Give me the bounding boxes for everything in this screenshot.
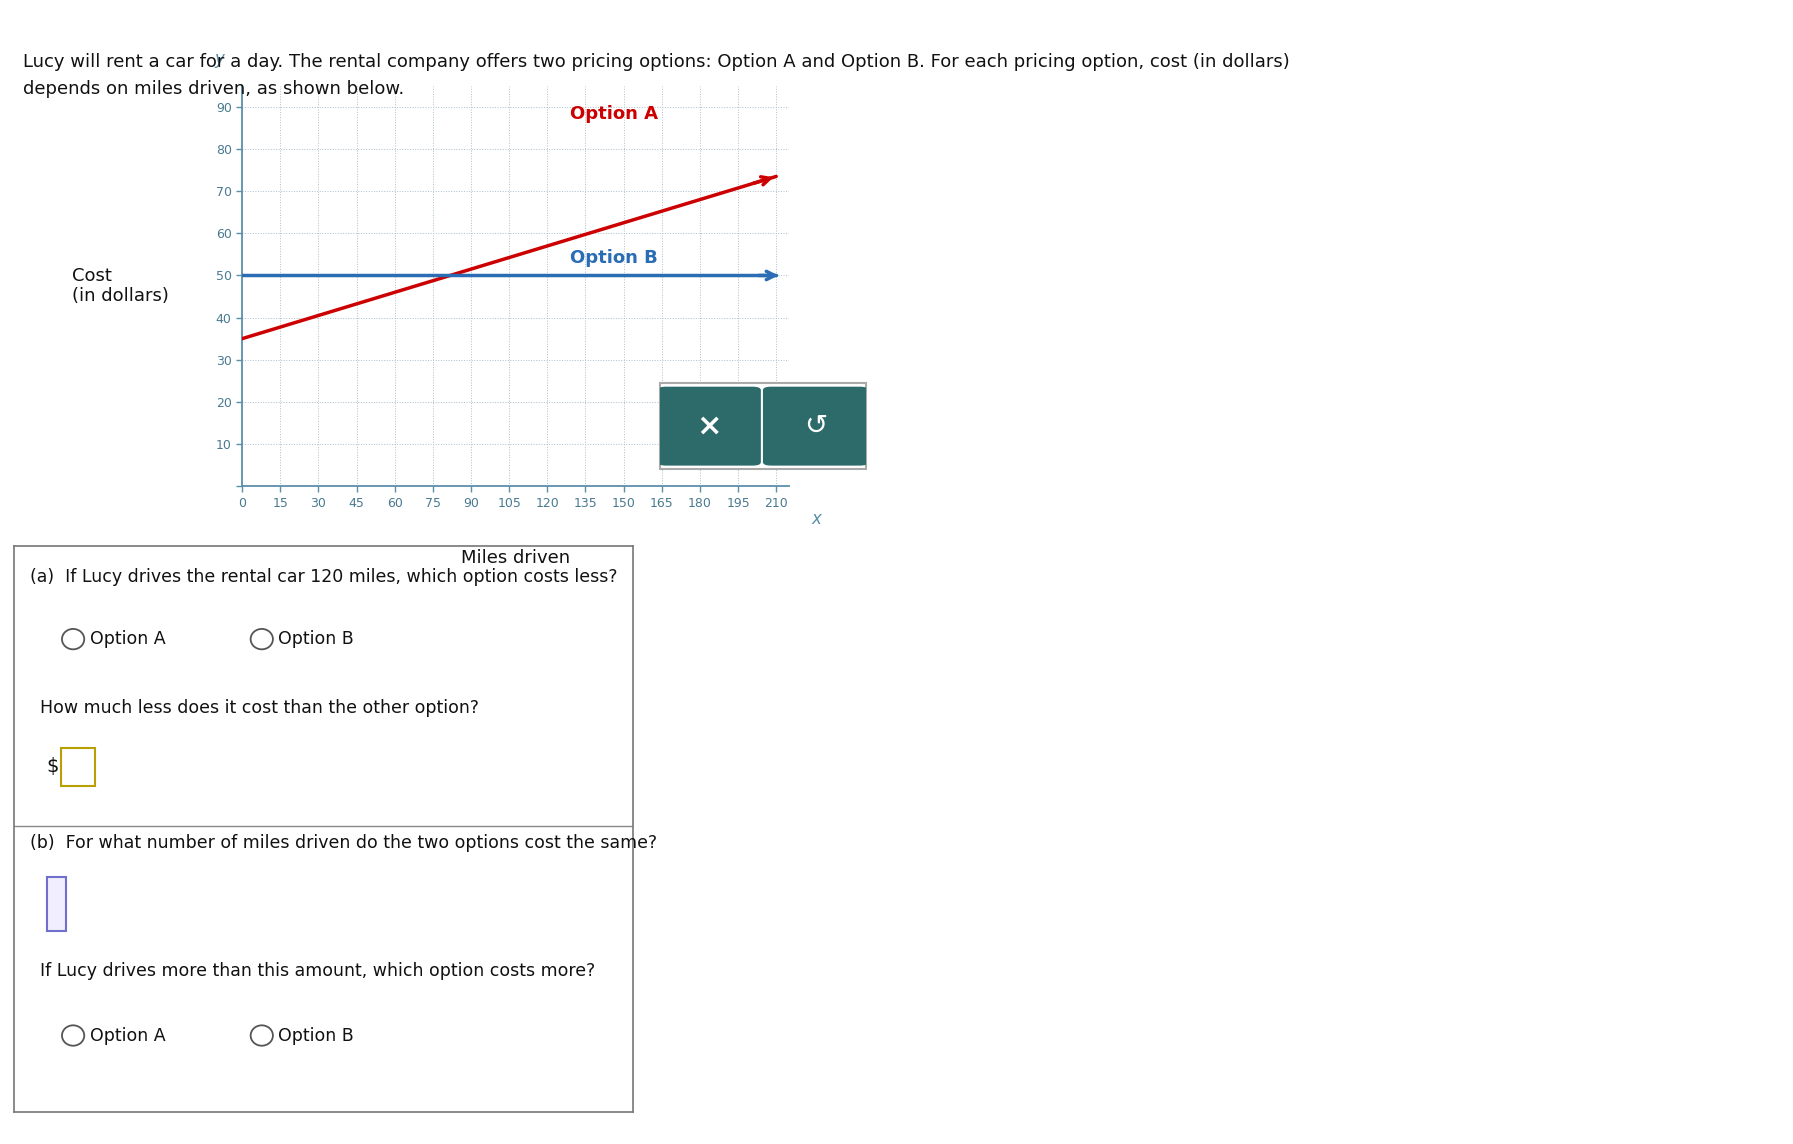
Text: Miles driven: Miles driven — [461, 549, 570, 567]
Text: $: $ — [47, 757, 59, 776]
Bar — [61, 748, 95, 786]
Bar — [47, 877, 66, 931]
Text: If Lucy drives more than this amount, which option costs more?: If Lucy drives more than this amount, wh… — [39, 962, 595, 980]
Text: $y$: $y$ — [213, 51, 226, 70]
Text: (b)  For what number of miles driven do the two options cost the same?: (b) For what number of miles driven do t… — [30, 834, 656, 852]
FancyBboxPatch shape — [658, 387, 760, 466]
Text: depends on miles driven, as shown below.: depends on miles driven, as shown below. — [23, 80, 405, 98]
FancyBboxPatch shape — [764, 387, 868, 466]
Text: $x$: $x$ — [810, 510, 823, 529]
Text: How much less does it cost than the other option?: How much less does it cost than the othe… — [39, 699, 479, 716]
Text: ↺: ↺ — [803, 412, 827, 440]
Text: (a)  If Lucy drives the rental car 120 miles, which option costs less?: (a) If Lucy drives the rental car 120 mi… — [30, 569, 617, 587]
Text: Cost
(in dollars): Cost (in dollars) — [72, 267, 169, 305]
Text: Option B: Option B — [278, 1026, 355, 1044]
Text: Option A: Option A — [90, 1026, 165, 1044]
Text: Option A: Option A — [570, 105, 658, 122]
Text: Lucy will rent a car for a day. The rental company offers two pricing options: O: Lucy will rent a car for a day. The rent… — [23, 53, 1289, 71]
Text: Option A: Option A — [90, 630, 165, 649]
Text: Option B: Option B — [278, 630, 355, 649]
Text: ×: × — [696, 412, 723, 440]
Text: Option B: Option B — [570, 249, 658, 267]
